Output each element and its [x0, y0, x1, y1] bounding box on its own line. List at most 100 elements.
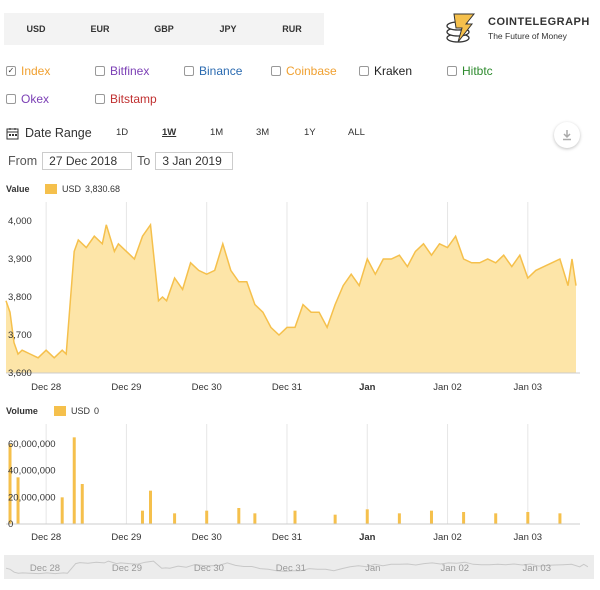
filter-coinbase[interactable]: Coinbase	[271, 64, 337, 78]
checkbox-index[interactable]: ✓	[6, 66, 16, 76]
filter-label-bitstamp: Bitstamp	[110, 92, 157, 106]
volume-chart-title: Volume	[6, 406, 38, 416]
currency-tab-gbp[interactable]: GBP	[154, 24, 174, 34]
volume-bar	[173, 513, 177, 524]
volume-chart: Dec 28 Dec 29 Dec 30 Dec 31 Jan Jan 02 Jan 03 0…	[6, 424, 580, 543]
volume-x-tick-label: Dec 31	[272, 532, 302, 543]
date-range-bar: Date Range 1D 1W 1M 3M 1Y ALL	[6, 122, 586, 148]
value-legend[interactable]: USD 3,830.68	[45, 184, 120, 194]
volume-x-tick-label: Dec 30	[192, 532, 222, 543]
checkbox-binance[interactable]	[184, 66, 194, 76]
volume-x-tick-label: Jan 03	[514, 532, 543, 543]
value-chart-title: Value	[6, 184, 30, 194]
navigator-tick-label: Dec 31	[276, 563, 306, 574]
volume-bar	[80, 484, 84, 524]
value-legend-name: USD	[62, 184, 82, 194]
volume-bar	[429, 510, 433, 524]
navigator-tick-label: Dec 28	[30, 563, 60, 574]
value-x-tick-label: Dec 31	[272, 382, 302, 393]
volume-bar	[462, 512, 466, 524]
to-date-input[interactable]	[155, 152, 234, 170]
value-chart: Dec 28 Dec 29 Dec 30 Dec 31 Jan Jan 02 Jan 03 3…	[5, 202, 580, 393]
filter-index[interactable]: ✓ Index	[6, 64, 50, 78]
download-icon	[563, 130, 571, 141]
range-3m[interactable]: 3M	[256, 127, 270, 138]
download-button[interactable]	[554, 122, 580, 148]
volume-legend-swatch	[54, 406, 66, 416]
currency-tab-eur[interactable]: EUR	[90, 24, 110, 34]
checkbox-bitstamp[interactable]	[95, 94, 105, 104]
currency-tab-jpy[interactable]: JPY	[219, 24, 237, 34]
volume-y-tick-label: 60,000,000	[8, 439, 56, 450]
navigator-chart[interactable]: Dec 28 Dec 29 Dec 30 Dec 31 Jan Jan 02 Jan 03	[4, 555, 594, 579]
volume-bar	[293, 510, 297, 524]
currency-tab-rur[interactable]: RUR	[282, 24, 302, 34]
volume-bar	[365, 509, 369, 524]
volume-bar	[333, 514, 337, 524]
checkbox-hitbtc[interactable]	[447, 66, 457, 76]
value-y-tick-label: 3,600	[8, 368, 32, 379]
volume-legend-name: USD	[71, 406, 91, 416]
filter-label-hitbtc: Hitbtc	[462, 64, 493, 78]
volume-bar	[397, 513, 401, 524]
range-1m[interactable]: 1M	[210, 127, 224, 138]
volume-y-tick-label: 20,000,000	[8, 492, 56, 503]
volume-bar	[253, 513, 257, 524]
filter-hitbtc[interactable]: Hitbtc	[447, 64, 493, 78]
volume-bar	[60, 497, 64, 524]
checkbox-kraken[interactable]	[359, 66, 369, 76]
filter-bitfinex[interactable]: Bitfinex	[95, 64, 149, 78]
volume-bar	[205, 510, 209, 524]
volume-legend-value: 0	[94, 406, 100, 416]
volume-legend[interactable]: USD 0	[54, 406, 99, 416]
navigator-tick-label: Jan 02	[441, 563, 470, 574]
navigator-tick-label: Dec 29	[112, 563, 142, 574]
brand-tagline: The Future of Money	[488, 30, 567, 41]
navigator-tick-label: Jan 03	[522, 563, 551, 574]
value-legend-value: 3,830.68	[85, 184, 121, 194]
volume-bar	[16, 477, 20, 524]
range-all[interactable]: ALL	[348, 127, 365, 138]
value-x-tick-label: Dec 28	[31, 382, 61, 393]
currency-selector: USD EUR GBP JPY RUR	[4, 13, 324, 45]
volume-x-tick-label: Dec 28	[31, 532, 61, 543]
volume-bar	[494, 513, 498, 524]
value-x-tick-label: Jan 02	[433, 382, 462, 393]
brand-logo[interactable]: COINTELEGRAPH The Future of Money	[444, 10, 590, 46]
cointelegraph-logo-icon	[446, 13, 476, 43]
filter-kraken[interactable]: Kraken	[359, 64, 412, 78]
filter-label-bitfinex: Bitfinex	[110, 64, 150, 78]
checkbox-coinbase[interactable]	[271, 66, 281, 76]
value-x-tick-label: Dec 30	[192, 382, 222, 393]
filter-label-kraken: Kraken	[374, 64, 413, 78]
value-y-tick-label: 3,800	[8, 292, 32, 303]
from-date-input[interactable]	[42, 152, 133, 170]
date-range-text: Date Range	[25, 126, 92, 140]
checkbox-okex[interactable]	[6, 94, 16, 104]
calendar-icon	[6, 127, 19, 139]
navigator-tick-label: Jan	[365, 563, 380, 574]
volume-y-tick-label: 40,000,000	[8, 466, 56, 477]
filter-bitstamp[interactable]: Bitstamp	[95, 92, 157, 106]
range-navigator[interactable]: Dec 28 Dec 29 Dec 30 Dec 31 Jan Jan 02 Jan 03	[4, 555, 594, 579]
range-1y[interactable]: 1Y	[304, 127, 316, 138]
navigator-tick-label: Dec 30	[194, 563, 224, 574]
value-legend-swatch	[45, 184, 57, 194]
volume-bar	[140, 510, 144, 524]
volume-bar	[149, 490, 153, 524]
volume-bar	[237, 508, 241, 524]
volume-bar	[72, 437, 76, 524]
from-label: From	[8, 154, 38, 168]
volume-bar	[526, 512, 530, 524]
currency-tab-usd[interactable]: USD	[26, 24, 46, 34]
navigator-series-line	[5, 560, 589, 575]
range-1d[interactable]: 1D	[116, 127, 129, 138]
value-series-line	[5, 222, 577, 359]
range-1w[interactable]: 1W	[162, 127, 177, 138]
filter-okex[interactable]: Okex	[6, 92, 49, 106]
filter-binance[interactable]: Binance	[184, 64, 242, 78]
date-inputs: From To	[8, 151, 238, 171]
volume-bar	[558, 513, 562, 524]
filter-label-coinbase: Coinbase	[286, 64, 337, 78]
checkbox-bitfinex[interactable]	[95, 66, 105, 76]
